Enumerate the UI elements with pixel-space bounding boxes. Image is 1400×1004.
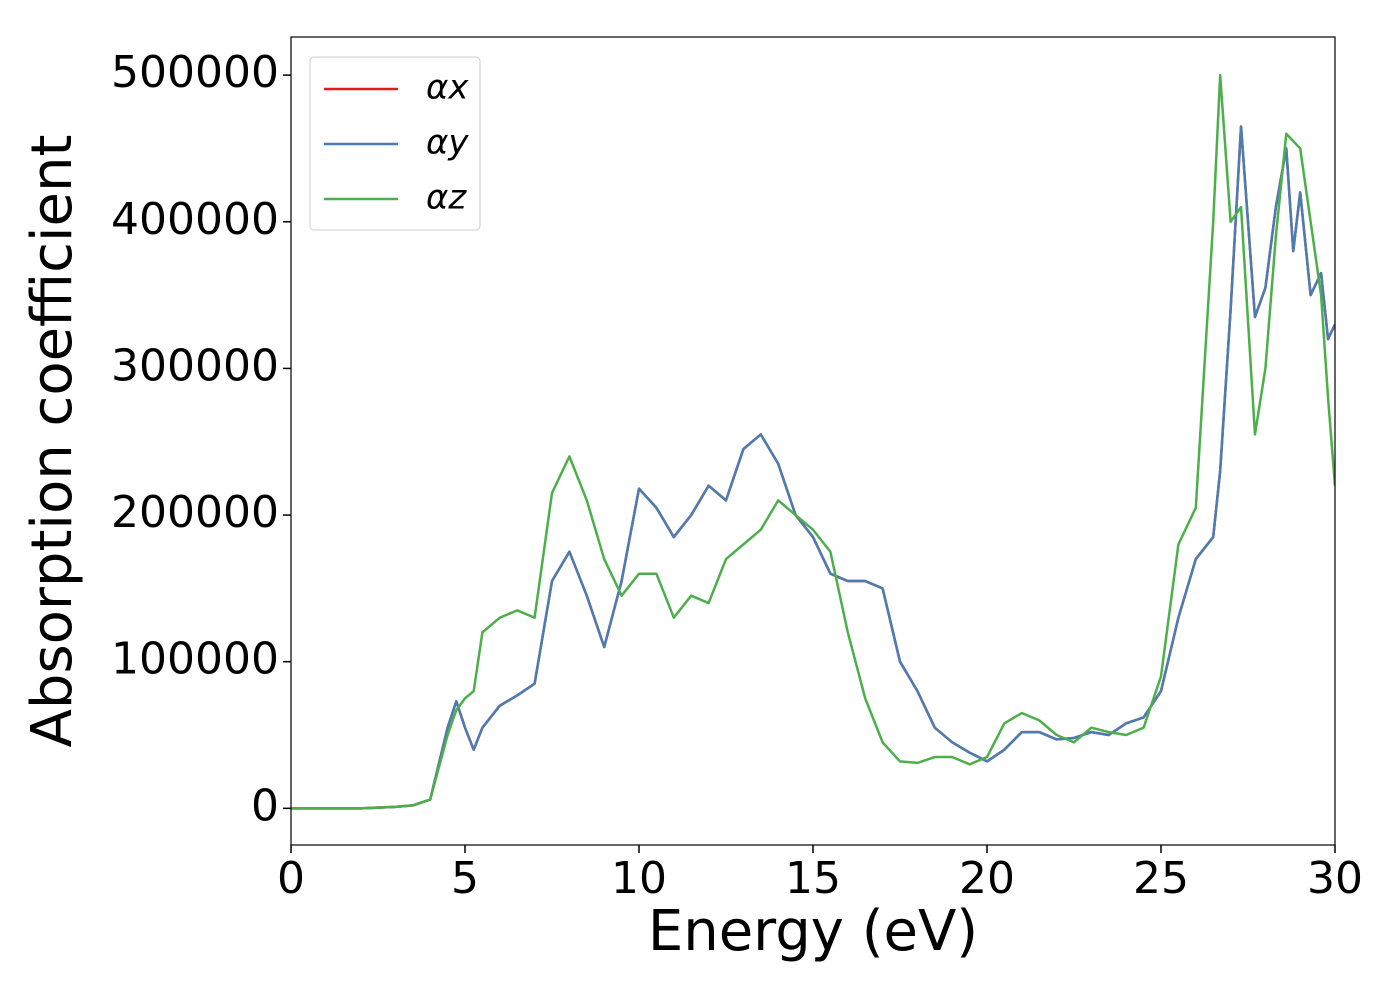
y-tick-label: 100000 [111, 634, 279, 685]
y-tick-label: 200000 [111, 487, 279, 538]
y-tick-label: 0 [251, 780, 279, 831]
legend-label: αx [426, 68, 469, 108]
x-tick-label: 25 [1133, 853, 1189, 904]
x-tick-label: 5 [451, 853, 479, 904]
y-tick-label: 300000 [111, 340, 279, 391]
x-tick-label: 0 [277, 853, 305, 904]
x-tick-label: 15 [785, 853, 841, 904]
x-tick-label: 10 [611, 853, 667, 904]
y-tick-label: 500000 [111, 47, 279, 98]
plot-frame [290, 36, 1336, 846]
legend-label: αy [426, 123, 469, 163]
x-tick-label: 30 [1307, 853, 1363, 904]
x-tick-label: 20 [959, 853, 1015, 904]
data-line [291, 125, 1335, 810]
x-axis-label: Energy (eV) [648, 899, 978, 964]
plot-area [291, 73, 1335, 810]
data-line [291, 73, 1335, 810]
y-axis-label: Absorption coefficient [20, 135, 85, 748]
legend-label: αz [426, 178, 467, 218]
y-tick-label: 400000 [111, 194, 279, 245]
